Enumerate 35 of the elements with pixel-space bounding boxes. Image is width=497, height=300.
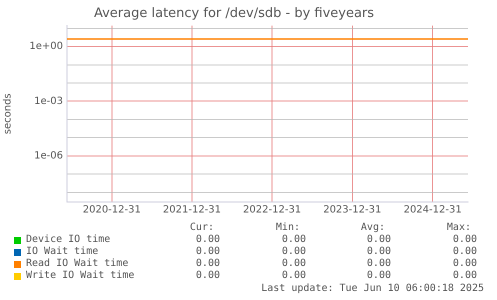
text: 0.00 — [282, 234, 306, 246]
text: 0.00 — [196, 234, 220, 246]
x-tick-label: 2021-12-31 — [162, 204, 222, 216]
y-tick-label: 1e-06 — [34, 150, 63, 162]
text: 0.00 — [282, 270, 306, 282]
legend-label: Write IO Wait time — [26, 270, 134, 282]
legend-label: Read IO Wait time — [26, 258, 128, 270]
chart-title: Average latency for /dev/sdb - by fiveyears — [94, 6, 374, 22]
text: Min: — [276, 222, 300, 234]
x-tick-label: 2020-12-31 — [82, 204, 141, 216]
legend-label: Device IO time — [26, 234, 110, 246]
text: 0.00 — [452, 246, 477, 258]
y-tick-label: 1e+00 — [29, 41, 63, 52]
x-tick-label: 2024-12-31 — [404, 204, 462, 216]
text: Max: — [446, 222, 471, 234]
text: 0.00 — [282, 246, 306, 258]
text: 0.00 — [366, 270, 391, 282]
text: 0.00 — [366, 258, 391, 270]
x-tick-label: 2022-12-31 — [243, 204, 302, 216]
text: 0.00 — [452, 258, 477, 270]
x-tick-label: 2023-12-31 — [323, 204, 382, 216]
y-axis-title: seconds — [2, 93, 14, 134]
text: 0.00 — [452, 270, 477, 282]
text: Avg: — [360, 222, 385, 234]
y-tick-label: 1e-03 — [34, 96, 63, 107]
text: 0.00 — [452, 234, 477, 246]
legend-label: IO Wait time — [26, 246, 98, 258]
text: Cur: — [190, 222, 214, 234]
text: 0.00 — [282, 258, 306, 270]
text: 0.00 — [366, 246, 391, 258]
text: 0.00 — [196, 270, 220, 282]
text: 0.00 — [196, 258, 220, 270]
text: 0.00 — [196, 246, 220, 258]
text: Last update: Tue Jun 10 06:00:18 2025 — [261, 283, 484, 295]
text: 0.00 — [366, 234, 391, 246]
